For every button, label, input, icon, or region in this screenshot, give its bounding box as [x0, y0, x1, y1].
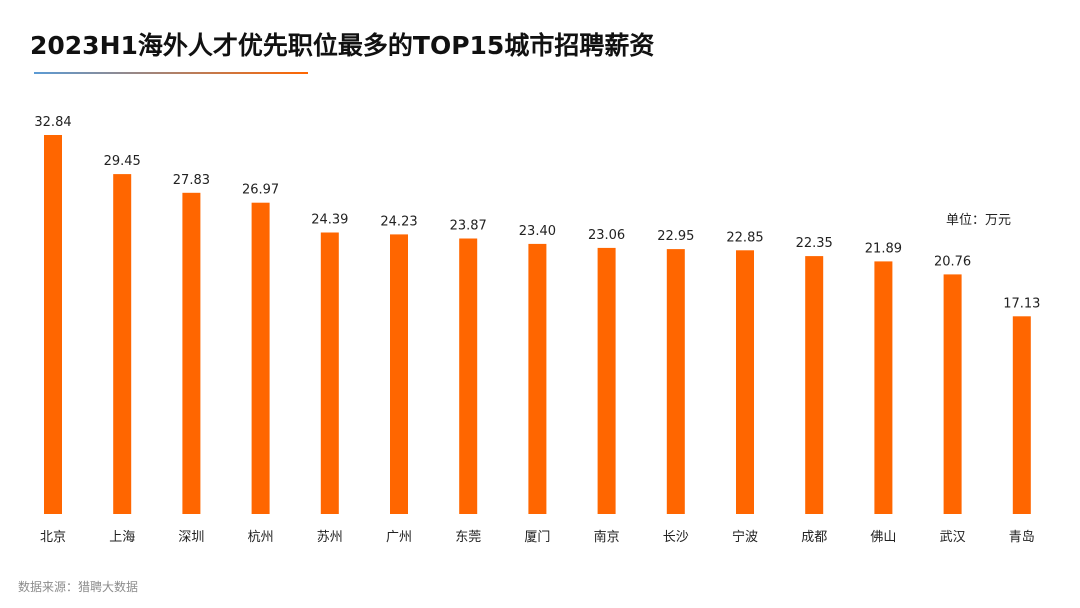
chart-title: 2023H1海外人才优先职位最多的TOP15城市招聘薪资 — [30, 31, 655, 60]
bar-青岛 — [1012, 316, 1031, 514]
value-label: 17.13 — [1003, 296, 1040, 311]
category-label: 武汉 — [940, 530, 966, 545]
bar-宁波 — [736, 250, 754, 515]
value-label: 32.84 — [34, 115, 71, 130]
category-label: 杭州 — [248, 530, 274, 545]
value-label: 29.45 — [104, 154, 141, 169]
bar-成都 — [805, 256, 824, 514]
category-label: 长沙 — [663, 530, 689, 545]
bar-杭州 — [251, 202, 270, 514]
bar-南京 — [597, 247, 616, 514]
value-label: 23.06 — [588, 228, 625, 243]
category-label: 深圳 — [178, 530, 204, 545]
bar-深圳 — [182, 192, 201, 515]
unit-label: 单位：万元 — [946, 213, 1012, 228]
value-label: 20.76 — [934, 254, 971, 269]
value-label: 24.39 — [311, 213, 348, 228]
bar-长沙 — [666, 249, 685, 514]
category-label: 北京 — [40, 530, 66, 545]
bar-北京 — [44, 135, 62, 514]
category-label: 青岛 — [1009, 529, 1035, 545]
bar-广州 — [390, 234, 408, 514]
value-label: 22.85 — [726, 230, 763, 245]
bar-苏州 — [320, 232, 339, 514]
bar-东莞 — [459, 238, 478, 514]
value-label: 23.87 — [450, 219, 487, 234]
value-label: 26.97 — [242, 183, 279, 198]
value-label: 23.40 — [519, 224, 556, 239]
category-label: 上海 — [109, 530, 135, 545]
bar-chart: 32.84 北京 29.45 上海 27.83 深圳 26.97 杭州 24.39 苏州 24.23… — [34, 115, 1040, 545]
bar-厦门 — [528, 243, 547, 514]
bar-佛山 — [874, 261, 893, 514]
category-label: 宁波 — [732, 529, 758, 545]
value-label: 24.23 — [380, 214, 417, 229]
category-label: 广州 — [386, 530, 412, 545]
bar-上海 — [113, 174, 132, 514]
data-source-note: 数据来源：猎聘大数据 — [18, 580, 139, 594]
title-underline — [34, 72, 308, 74]
value-label: 22.35 — [796, 236, 833, 251]
value-label: 27.83 — [173, 173, 210, 188]
value-label: 22.95 — [657, 229, 694, 244]
category-label: 苏州 — [317, 529, 343, 545]
category-label: 厦门 — [524, 530, 550, 545]
value-label: 21.89 — [865, 241, 902, 256]
category-label: 佛山 — [870, 530, 896, 545]
category-label: 南京 — [594, 529, 620, 545]
category-label: 成都 — [801, 530, 827, 545]
bar-武汉 — [943, 274, 962, 514]
category-label: 东莞 — [455, 530, 481, 545]
